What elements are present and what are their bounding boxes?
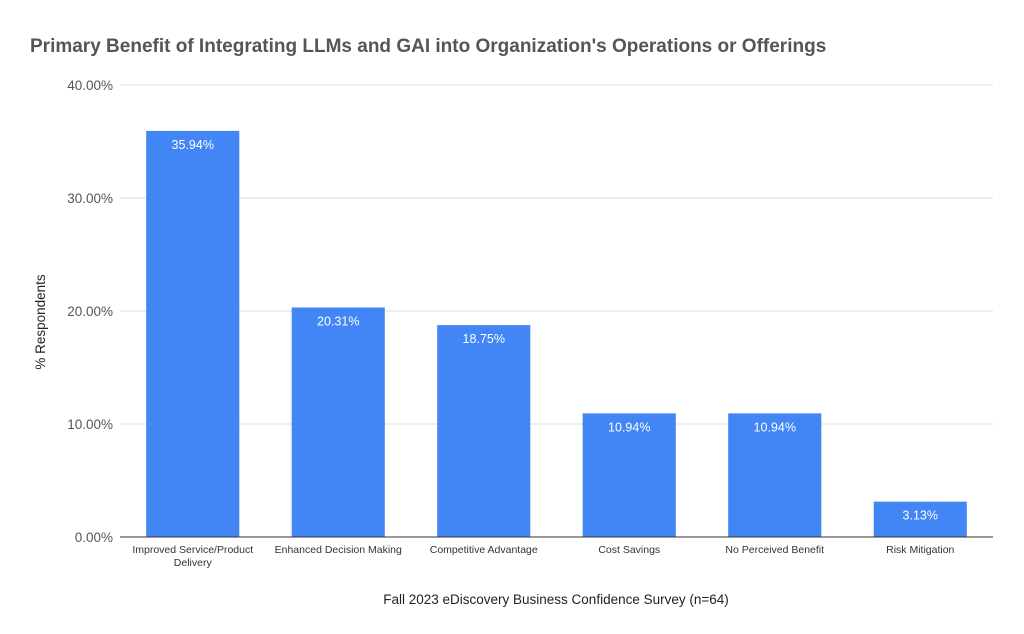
- bars: 35.94% 20.31% 18.75% 10.94% 10.94% 3.13%: [146, 130, 967, 538]
- bar-value-label: 18.75%: [463, 332, 505, 346]
- bar-value-label: 20.31%: [317, 314, 359, 328]
- bar: [582, 413, 676, 537]
- bar: [146, 130, 240, 538]
- bar: [437, 325, 531, 537]
- bar: [728, 413, 822, 537]
- bar-value-label: 10.94%: [608, 420, 650, 434]
- y-axis-label: % Respondents: [33, 274, 48, 370]
- x-axis-label: Fall 2023 eDiscovery Business Confidence…: [383, 592, 729, 607]
- x-tick-label: Competitive Advantage: [430, 544, 538, 556]
- bar: [291, 307, 385, 537]
- x-tick-label: Improved Service/Product: [132, 544, 253, 556]
- y-tick-label: 40.00%: [67, 78, 113, 93]
- x-tick-label: Cost Savings: [598, 544, 660, 556]
- x-tick-label: Risk Mitigation: [886, 544, 954, 556]
- x-tick-label: Delivery: [174, 557, 213, 569]
- y-tick-label: 10.00%: [67, 417, 113, 432]
- bar-value-label: 10.94%: [754, 420, 796, 434]
- bar-value-label: 35.94%: [172, 138, 214, 152]
- y-tick-label: 20.00%: [67, 304, 113, 319]
- gridlines: [120, 84, 993, 425]
- y-tick-label: 0.00%: [75, 530, 113, 545]
- x-tick-label: No Perceived Benefit: [725, 544, 824, 556]
- bar: [873, 501, 967, 537]
- y-axis-ticks: 0.00% 10.00% 20.00% 30.00% 40.00%: [67, 78, 113, 545]
- chart-title: Primary Benefit of Integrating LLMs and …: [30, 36, 826, 57]
- x-tick-label: Enhanced Decision Making: [275, 544, 402, 556]
- y-tick-label: 30.00%: [67, 191, 113, 206]
- bar-value-label: 3.13%: [903, 509, 938, 523]
